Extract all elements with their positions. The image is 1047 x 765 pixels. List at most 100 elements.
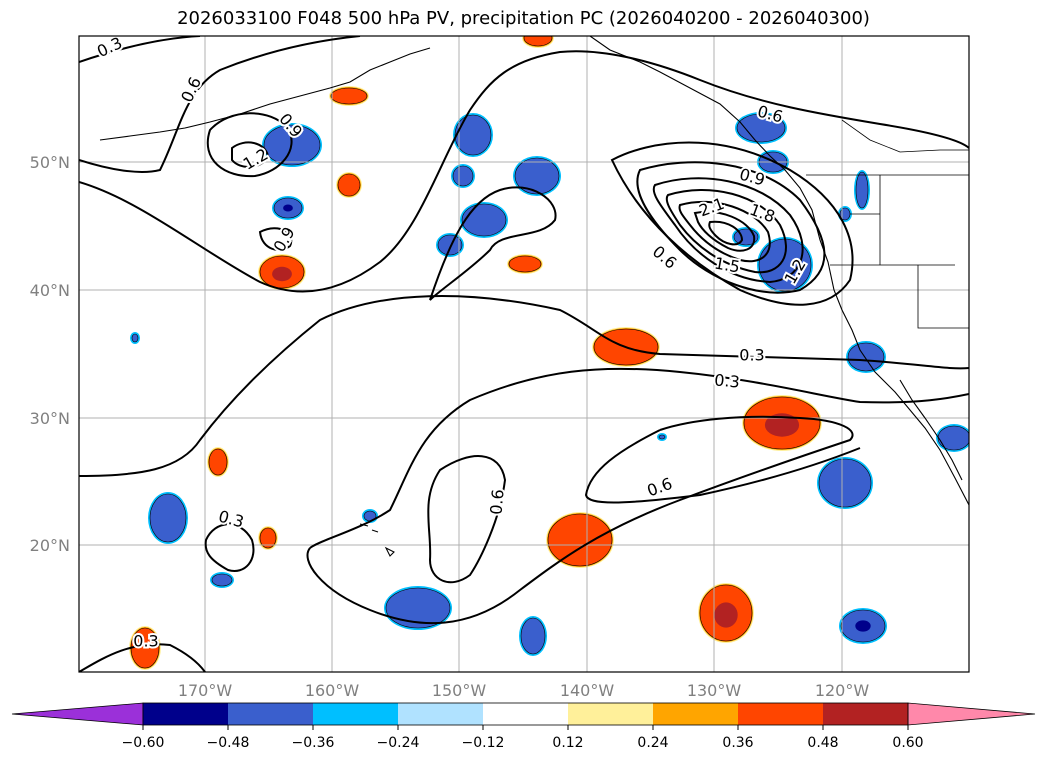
graticule (79, 36, 969, 672)
colorbar-segment (823, 703, 908, 725)
contour-1.2-max (652, 177, 804, 284)
contour-0.6-loop (584, 429, 861, 504)
contour-0.9-small (258, 227, 293, 251)
colorbar-tick-label: −0.12 (462, 735, 505, 751)
contour-1.5-max (665, 188, 787, 274)
aleutian-coast (99, 47, 431, 141)
contour-0.3-small (204, 523, 255, 572)
precip-negative-blob (657, 433, 667, 441)
colorbar-segment (738, 703, 823, 725)
colorbar-segment (653, 703, 738, 725)
colorbar-tick-label: 0.36 (722, 735, 753, 751)
precip-negative-blob (839, 608, 887, 644)
lat-label-50n: 50°N (30, 153, 70, 172)
baja-coast (899, 379, 963, 481)
precip-blobs (129, 36, 969, 670)
precip-negative-blob (936, 424, 969, 452)
colorbar-segment (143, 703, 228, 725)
colorbar: −0.60 −0.48 −0.36 −0.24 −0.12 0.12 0.24 0.36 0.4… (11, 702, 1036, 751)
contour-1.8-max (678, 200, 771, 263)
colorbar-tick-label: −0.36 (292, 735, 335, 751)
colorbar-segment (313, 703, 398, 725)
lat-label-30n: 30°N (30, 409, 70, 428)
contour-0.6-main (79, 50, 969, 293)
contour-label: 0.6 (486, 488, 507, 515)
lon-label-160w: 160°W (305, 681, 360, 700)
map-area (79, 36, 969, 672)
precip-negative-blob (460, 202, 508, 238)
contour-2.1-max (693, 210, 756, 252)
lon-label-140w: 140°W (560, 681, 615, 700)
precip-negative-blob (130, 332, 140, 344)
precip-negative-blob (272, 196, 304, 220)
precip-negative-blob (519, 616, 547, 656)
contour-0.6-max (610, 141, 854, 306)
precip-positive-blob (522, 36, 554, 48)
na-coast (589, 36, 969, 506)
contour-label: 0.3 (739, 346, 764, 365)
contour-0.6-south (306, 415, 854, 625)
precip-positive-blob (329, 86, 369, 106)
precip-positive-blob (207, 447, 229, 477)
precip-positive-blob (336, 172, 362, 198)
map-frame (78, 35, 970, 673)
colorbar-tick-label: 0.12 (552, 735, 583, 751)
state-borders (830, 175, 969, 329)
precip-positive-blob (698, 583, 754, 643)
borders (806, 119, 969, 329)
colorbar-tick-label: −0.60 (122, 735, 165, 751)
precip-negative-blob (148, 492, 188, 544)
lon-label-130w: 130°W (687, 681, 742, 700)
colorbar-segment (568, 703, 653, 725)
lat-label-40n: 40°N (30, 281, 70, 300)
precip-negative-blob (757, 237, 813, 293)
precip-negative-blob (854, 170, 870, 210)
latitude-labels: 50°N 40°N 30°N 20°N (30, 153, 70, 555)
precip-positive-blob (258, 526, 278, 550)
contour-label: 0.3 (714, 370, 741, 391)
contour-0.6-hawaii (427, 455, 507, 584)
precip-positive-blob (742, 395, 822, 451)
contour-0.9-central (429, 186, 557, 301)
pv-contours (79, 36, 969, 672)
lat-label-20n: 20°N (30, 536, 70, 555)
contour-0.3-nw (79, 36, 201, 63)
lon-label-150w: 150°W (432, 681, 487, 700)
precip-negative-blob (210, 572, 234, 588)
contour-0.9-aleutian (206, 112, 293, 178)
contour-0.6-nw (79, 36, 361, 173)
contour-2.4-max (708, 220, 744, 246)
precip-positive-blob (258, 254, 306, 290)
precip-positive-blob (546, 512, 614, 568)
colorbar-extend-low (11, 702, 144, 726)
colorbar-tick-label: −0.48 (207, 735, 250, 751)
precip-negative-blob (817, 457, 873, 509)
contour-1.2-aleutian (231, 141, 270, 168)
colorbar-segment (398, 703, 483, 725)
colorbar-tick-label: 0.48 (807, 735, 838, 751)
map-title: 2026033100 F048 500 hPa PV, precipitatio… (177, 8, 870, 29)
precip-negative-blob (846, 341, 886, 373)
contour-0.3-south (309, 367, 969, 549)
colorbar-segment (228, 703, 313, 725)
precip-negative-blob (436, 233, 464, 257)
precip-negative-blob (513, 156, 561, 196)
colorbar-segment (483, 703, 568, 725)
lon-label-170w: 170°W (178, 681, 233, 700)
colorbar-extend-high (907, 702, 1036, 726)
longitude-labels: 170°W 160°W 150°W 140°W 130°W 120°W (178, 681, 870, 700)
precip-positive-blob (129, 626, 161, 670)
precip-negative-blob (451, 164, 475, 188)
colorbar-tick-label: 0.24 (637, 735, 668, 751)
lon-label-120w: 120°W (815, 681, 870, 700)
precip-negative-blob (838, 206, 852, 222)
colorbar-tick-label: 0.60 (892, 735, 923, 751)
precip-negative-blob (735, 112, 787, 144)
contour-0.9-max (636, 161, 826, 294)
contour-0.3-sw (79, 643, 206, 672)
canada-coast-inland (841, 119, 969, 153)
contour-label: 0.3 (133, 632, 158, 651)
contour-0.3-north (79, 295, 969, 477)
colorbar-tick-label: −0.24 (377, 735, 420, 751)
